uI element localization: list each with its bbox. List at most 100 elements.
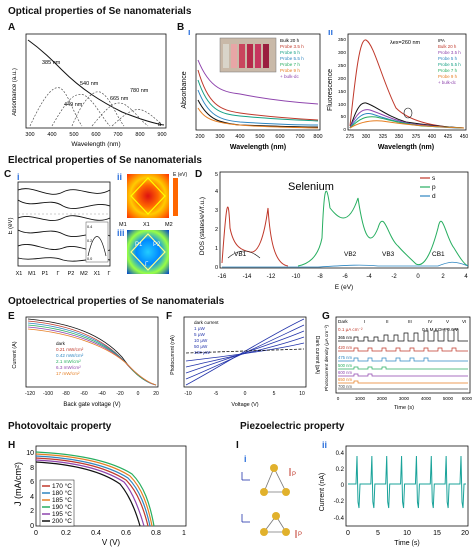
chart-g-xlabel: Time (s) bbox=[394, 405, 414, 411]
chart-h-ytick: 6 bbox=[30, 479, 34, 486]
chart-d-band-label: VB2 bbox=[344, 251, 357, 258]
heatmap-iii bbox=[127, 230, 169, 274]
chart-e-xlabel: Back gate voltage (V) bbox=[63, 402, 120, 408]
chart-b-ii-ytick: 200 bbox=[338, 76, 346, 82]
chart-g: Photocurrent density (μA cm⁻²) Dark I II… bbox=[324, 316, 472, 411]
chart-h-xtick: 1 bbox=[182, 530, 186, 537]
chart-h-legend: 190 °C bbox=[52, 503, 72, 511]
axis-glyph bbox=[241, 514, 250, 523]
chart-h-legend: 195 °C bbox=[52, 510, 72, 518]
chart-e-series bbox=[27, 324, 157, 386]
chart-h-frame bbox=[35, 445, 187, 527]
chart-b-ii-xtick: 325 bbox=[379, 134, 388, 140]
chart-b-i: i Absorbance Bulk 20 h Probe 3.5 h Probe… bbox=[181, 30, 323, 151]
chart-h-ytick: 8 bbox=[30, 465, 34, 472]
chart-d-xtick: 0 bbox=[416, 274, 420, 280]
chart-b-i-xtick: 400 bbox=[235, 134, 244, 140]
chart-b-ii-legend: IPA bbox=[438, 38, 445, 43]
chart-g-conditions: 0.5 M KOH, 0.6 V bbox=[422, 327, 459, 332]
chart-a-curve-3 bbox=[71, 91, 125, 127]
atom bbox=[270, 464, 278, 472]
chart-d-ytick: 1 bbox=[215, 246, 218, 252]
chart-c-i-xtick: P1 bbox=[42, 271, 49, 277]
sub-label-iii: iii bbox=[117, 228, 125, 238]
chart-a-xtick: 800 bbox=[135, 132, 144, 138]
chart-g-frame bbox=[335, 316, 471, 394]
chart-b-i-xtick: 300 bbox=[215, 134, 224, 140]
chart-f: Photocurrent (nA) Dark current (pA) dark… bbox=[170, 316, 320, 408]
chart-a-peak-label: 540 nm bbox=[80, 81, 99, 87]
chart-d-ytick: 0 bbox=[215, 265, 218, 271]
chart-h-legend-box bbox=[39, 479, 75, 527]
chart-i-ii-ytick: 0.4 bbox=[336, 451, 345, 457]
chart-b-ii-series bbox=[349, 39, 465, 129]
chart-h-xtick: 0 bbox=[34, 530, 38, 537]
chart-f-dark-series bbox=[185, 348, 305, 354]
chart-i-ii-ytick: 0 bbox=[341, 483, 345, 489]
chart-h-xtick: 0.2 bbox=[61, 530, 71, 537]
atom bbox=[260, 528, 268, 536]
chart-b-ii-series bbox=[349, 102, 465, 129]
chart-c-i-xtick: M1 bbox=[28, 271, 36, 277]
chart-h-ytick: 10 bbox=[26, 450, 34, 457]
chart-b-i-legend: Probe 3.5 h bbox=[280, 44, 304, 49]
chart-g-series-label: 500 nm bbox=[338, 363, 352, 368]
chart-b-ii-ytick: 100 bbox=[338, 102, 346, 108]
chart-i-ii-xtick: 15 bbox=[433, 530, 441, 537]
triangle-upper bbox=[263, 467, 287, 493]
chart-f-xtick: 0 bbox=[244, 391, 247, 397]
chart-e-ylabel: Current (A) bbox=[12, 341, 18, 368]
chart-b-ii-xtick: 400 bbox=[428, 134, 437, 140]
chart-a-peak-label: 449 nm bbox=[64, 102, 83, 108]
chart-d-legend-s: s bbox=[432, 175, 436, 182]
chart-g-xtick: 6000 bbox=[462, 396, 472, 401]
chart-a-xtick: 600 bbox=[91, 132, 100, 138]
chart-h-series-1 bbox=[35, 455, 151, 527]
chart-b-ii-ytick: 50 bbox=[341, 114, 347, 120]
sub-label-ii: ii bbox=[328, 30, 333, 37]
panel-label-g: G bbox=[322, 311, 330, 322]
chart-b-ii-ytick: 300 bbox=[338, 50, 346, 56]
chart-h-xtick: 0.6 bbox=[121, 530, 131, 537]
chart-g-xtick: 5000 bbox=[443, 396, 454, 401]
chart-b-i-xtick: 700 bbox=[295, 134, 304, 140]
chart-h: J (mA/cm²) 0 2 4 6 8 10 170 °C 180 °C 18… bbox=[14, 445, 187, 547]
chart-c-heatmaps: ii E (eV) M1 X1 M2 iii P1 P2 Γ bbox=[117, 172, 188, 274]
section-title-optoelectrical: Optoelectrical properties of Se nanomate… bbox=[8, 296, 225, 307]
chart-f-xtick: 5 bbox=[273, 391, 276, 397]
section-title-photovoltaic: Photovoltaic property bbox=[8, 421, 112, 432]
chart-a-curve-4 bbox=[91, 102, 149, 127]
atom bbox=[282, 528, 290, 536]
chart-h-xlabel: V (V) bbox=[102, 538, 121, 547]
chart-g-stage: Dark bbox=[338, 319, 348, 324]
structure-label-p: P bbox=[292, 472, 296, 478]
chart-i-ii-xtick: 10 bbox=[403, 530, 411, 537]
section-title-piezoelectric: Piezoelectric property bbox=[240, 421, 345, 432]
chart-g-stage: I bbox=[364, 319, 365, 324]
chart-f-xtick: -10 bbox=[184, 391, 191, 397]
chart-b-ii-annotation: λex=260 nm bbox=[390, 40, 421, 46]
chart-i-ii: ii Current (nA) -0.4 -0.2 0 0.2 0.4 0 5 … bbox=[319, 440, 469, 547]
chart-a: Absorbance (a.u.) 385 nm 540 nm 449 nm 6… bbox=[12, 33, 167, 148]
chart-g-xtick: 3000 bbox=[399, 396, 410, 401]
chart-b-ii: ii Fluorescence 0 50 100 150 200 250 300… bbox=[327, 30, 468, 151]
chart-g-series-label: 600 nm bbox=[338, 370, 352, 375]
chart-b-ii-series bbox=[349, 120, 465, 129]
chart-i-ii-xtick: 0 bbox=[346, 530, 350, 537]
chart-a-peak-label: 780 nm bbox=[130, 88, 149, 94]
chart-e-frame bbox=[25, 316, 159, 388]
chart-e-xtick: -20 bbox=[116, 391, 123, 397]
chart-d-xtick: 2 bbox=[441, 274, 445, 280]
chart-e-legend: 6.3 mW/cm² bbox=[56, 365, 81, 370]
chart-b-ii-legend: + bulk-dc bbox=[438, 80, 457, 85]
chart-h-legend: 170 °C bbox=[52, 482, 72, 490]
chart-b-ii-xlabel: Wavelength (nm) bbox=[378, 144, 434, 151]
chart-f-frame bbox=[183, 316, 307, 388]
heatmap-ii-corner: M1 bbox=[119, 222, 127, 228]
chart-b-i-xlabel: Wavelength (nm) bbox=[230, 144, 286, 151]
chart-i-ii-ylabel: Current (nA) bbox=[319, 473, 326, 512]
chart-a-curve-total bbox=[27, 39, 165, 126]
chart-b-i-legend: + bulk-dc bbox=[280, 74, 299, 79]
chart-a-xtick: 300 bbox=[25, 132, 34, 138]
chart-c-i-inset bbox=[85, 221, 109, 263]
